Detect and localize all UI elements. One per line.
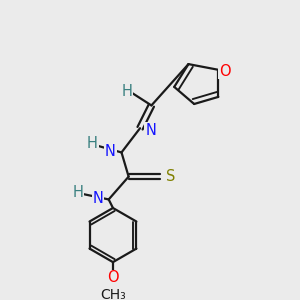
Text: O: O bbox=[219, 64, 230, 79]
Text: O: O bbox=[107, 270, 119, 285]
Text: CH₃: CH₃ bbox=[100, 288, 126, 300]
Text: H: H bbox=[87, 136, 98, 152]
Text: H: H bbox=[122, 84, 133, 99]
Text: S: S bbox=[166, 169, 176, 184]
Text: H: H bbox=[73, 185, 84, 200]
Text: N: N bbox=[105, 143, 116, 158]
Text: N: N bbox=[93, 190, 104, 206]
Text: N: N bbox=[145, 123, 156, 138]
